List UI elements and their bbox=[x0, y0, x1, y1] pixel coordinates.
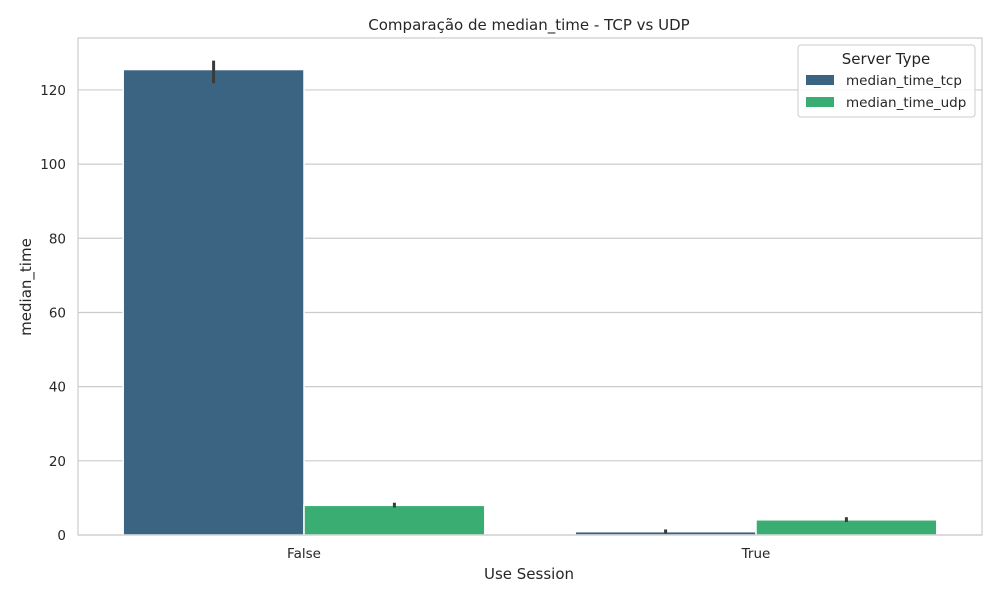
legend-title: Server Type bbox=[842, 50, 930, 68]
y-tick-label: 40 bbox=[49, 380, 66, 396]
bars bbox=[122, 68, 938, 536]
legend-box bbox=[797, 44, 976, 118]
legend-label-udp: median_time_udp bbox=[846, 95, 966, 111]
x-tick-labels: False True bbox=[287, 546, 770, 562]
legend-swatch-udp bbox=[806, 97, 834, 107]
x-axis-label: Use Session bbox=[484, 565, 574, 583]
bar bbox=[755, 519, 938, 536]
bar bbox=[303, 504, 486, 536]
y-axis-label: median_time bbox=[17, 238, 36, 336]
y-tick-label: 80 bbox=[49, 231, 66, 247]
legend-label-tcp: median_time_tcp bbox=[846, 73, 962, 89]
x-tick-label: False bbox=[287, 546, 321, 562]
x-tick-label: True bbox=[741, 546, 771, 562]
y-tick-label: 100 bbox=[40, 157, 66, 173]
y-tick-labels: 0 20 40 60 80 100 120 bbox=[40, 83, 66, 544]
bar bbox=[122, 68, 305, 536]
y-tick-label: 120 bbox=[40, 83, 66, 99]
legend: Server Type median_time_tcp median_time_… bbox=[797, 44, 976, 118]
chart-title: Comparação de median_time - TCP vs UDP bbox=[368, 16, 689, 35]
y-tick-label: 60 bbox=[49, 305, 66, 321]
plot-frame bbox=[77, 37, 983, 536]
legend-swatch-tcp bbox=[806, 75, 834, 85]
y-tick-label: 20 bbox=[49, 454, 66, 470]
y-tick-label: 0 bbox=[57, 528, 66, 544]
error-bars bbox=[212, 60, 848, 534]
